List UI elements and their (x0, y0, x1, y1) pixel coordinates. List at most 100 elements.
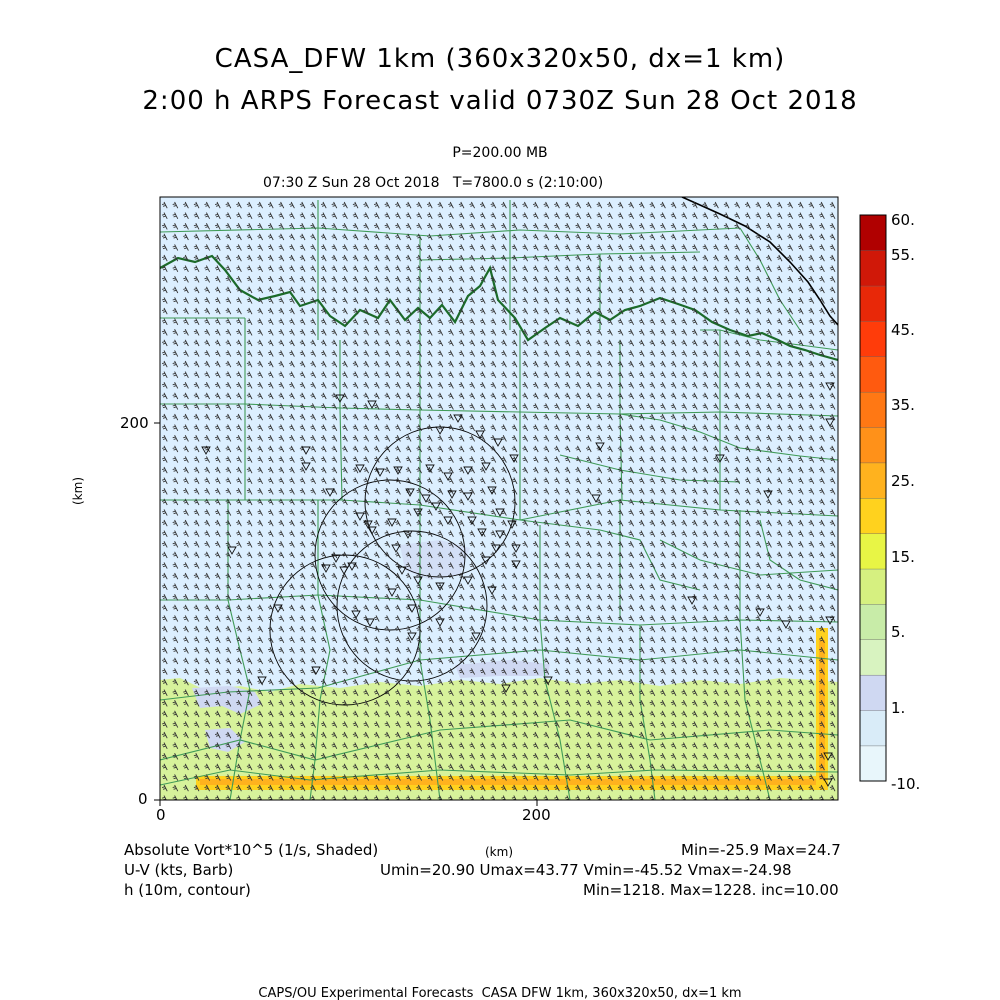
wind-barb (479, 201, 486, 209)
wind-barb (437, 244, 444, 251)
wind-barb (405, 540, 412, 548)
wind-barb (691, 233, 698, 241)
wind-barb (310, 519, 316, 527)
wind-barb (193, 498, 200, 506)
wind-barb (522, 339, 528, 347)
wind-barb (670, 318, 677, 326)
wind-barb (723, 540, 730, 548)
wind-barb (267, 222, 274, 230)
wind-barb (734, 530, 740, 538)
wind-barb (225, 466, 232, 474)
wind-barb (172, 636, 179, 644)
wind-barb (522, 413, 528, 421)
wind-barb (755, 519, 762, 527)
wind-barb (596, 551, 603, 559)
wind-barb (575, 540, 581, 548)
wind-barb (289, 530, 295, 538)
wind-barb (585, 572, 592, 580)
wind-barb (405, 625, 412, 633)
wind-barb (384, 413, 391, 421)
wind-barb (829, 286, 836, 294)
wind-barb (575, 615, 581, 622)
boundary-vorticity-core-bottom (200, 779, 820, 785)
wind-barb (161, 328, 168, 336)
wind-barb (787, 328, 793, 336)
wind-barb (384, 424, 391, 432)
wind-barb (829, 519, 836, 527)
wind-barb (193, 445, 200, 453)
wind-barb (172, 572, 179, 580)
wind-barb (564, 360, 571, 368)
wind-barb (723, 604, 730, 612)
wind-barb (193, 371, 200, 379)
wind-barb (702, 487, 709, 495)
wind-barb (532, 519, 539, 527)
wind-barb (342, 636, 348, 644)
wind-barb (289, 445, 295, 453)
wind-barb (267, 540, 274, 548)
wind-barb (511, 244, 518, 251)
wind-barb (458, 466, 465, 474)
wind-barb (819, 413, 825, 421)
wind-barb (596, 318, 603, 326)
wind-barb (193, 572, 200, 580)
wind-barb (808, 583, 815, 591)
wind-barb (458, 519, 465, 527)
wind-barb (819, 286, 825, 294)
wind-barb (246, 233, 253, 241)
wind-barb (416, 498, 422, 506)
wind-barb (246, 286, 253, 294)
wind-barb (373, 604, 380, 612)
wind-barb (702, 424, 709, 432)
wind-barb (766, 297, 772, 304)
wind-barb (554, 424, 560, 432)
wind-barb (649, 212, 656, 220)
wind-barb (649, 636, 656, 644)
wind-barb (479, 466, 486, 474)
wind-barb (638, 212, 645, 220)
wind-barb (416, 413, 422, 421)
wind-barb (204, 646, 210, 654)
wind-barb (490, 381, 497, 389)
wind-barb (352, 381, 359, 389)
wind-barb (448, 583, 454, 591)
wind-barb (511, 487, 518, 495)
wind-barb (787, 625, 793, 633)
wind-barb (257, 530, 263, 538)
wind-barb (437, 551, 444, 559)
wind-barb (225, 328, 232, 336)
wind-barb (713, 636, 719, 644)
wind-barb (172, 286, 179, 294)
wind-barb (320, 498, 327, 506)
wind-barb (405, 339, 412, 347)
wind-barb (278, 424, 285, 432)
wind-barb (575, 275, 581, 283)
wind-barb (607, 350, 613, 357)
wind-barb (204, 519, 210, 527)
wind-barb (702, 413, 709, 421)
wind-barb (501, 445, 507, 453)
wind-barb (204, 530, 210, 538)
wind-barb (161, 562, 168, 569)
wind-barb (522, 551, 528, 559)
wind-barb (214, 572, 221, 580)
wind-barb (691, 413, 698, 421)
wind-barb (161, 318, 168, 326)
wind-barb (183, 456, 189, 463)
wind-barb (469, 297, 475, 304)
wind-barb (766, 445, 772, 453)
wind-barb (405, 297, 412, 304)
wind-barb (193, 562, 200, 569)
wind-barb (755, 424, 762, 432)
wind-barb (416, 583, 422, 591)
wind-barb (808, 254, 815, 262)
wind-barb (183, 593, 189, 601)
wind-barb (469, 530, 475, 538)
wind-barb (448, 604, 454, 612)
wind-barb (267, 604, 274, 612)
wind-barb (543, 615, 550, 622)
wind-barb (257, 572, 263, 580)
wind-barb (787, 562, 793, 569)
wind-barb (172, 540, 179, 548)
wind-barb (744, 498, 751, 506)
